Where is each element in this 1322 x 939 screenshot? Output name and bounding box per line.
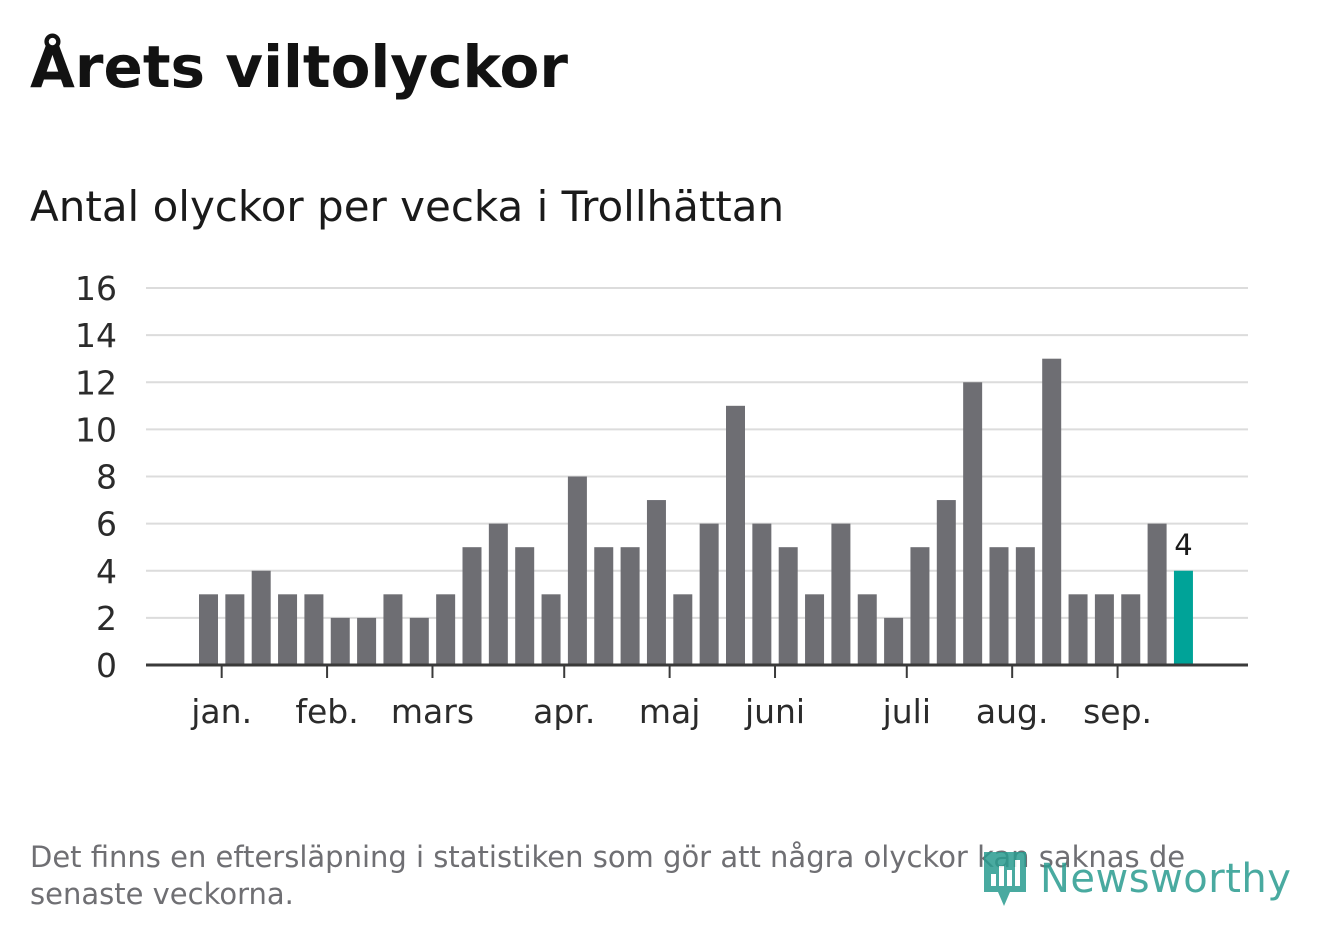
chart-subtitle: Antal olyckor per vecka i Trollhättan [30, 182, 785, 231]
x-axis [146, 663, 1248, 678]
x-tick-label: aug. [976, 692, 1049, 731]
x-tick-label: feb. [295, 692, 358, 731]
brand-name: Newsworthy [1040, 856, 1292, 902]
bar-chart-speech-bubble-icon [984, 852, 1026, 906]
bar [1147, 523, 1167, 665]
bar [199, 594, 218, 665]
y-tick-label: 4 [96, 552, 117, 591]
bar [646, 500, 666, 665]
bar [1015, 547, 1035, 665]
bar [383, 594, 403, 665]
x-tick-label: jan. [190, 692, 252, 731]
y-tick-label: 0 [96, 646, 117, 685]
y-tick-label: 8 [96, 458, 117, 497]
x-tick-label: mars [391, 692, 474, 731]
x-tick-label: sep. [1083, 692, 1152, 731]
bar [910, 547, 930, 665]
y-tick-label: 16 [75, 269, 117, 308]
bar [831, 523, 851, 665]
bar [409, 617, 429, 665]
bar [699, 523, 719, 665]
bar-current-week [1173, 570, 1193, 665]
bar [251, 570, 271, 665]
bar [1121, 594, 1141, 665]
x-tick-label: maj [639, 692, 701, 731]
bar [805, 594, 825, 665]
bar [963, 382, 983, 665]
bar [989, 547, 1009, 665]
y-tick-label: 10 [75, 410, 117, 449]
bar [857, 594, 877, 665]
y-tick-label: 14 [75, 316, 117, 355]
bar [752, 523, 772, 665]
bar [884, 617, 904, 665]
bar [357, 617, 377, 665]
bar [278, 594, 298, 665]
x-tick-label: juni [744, 692, 805, 731]
bar [936, 500, 956, 665]
gridlines [146, 287, 1248, 619]
bar [515, 547, 535, 665]
bar [225, 594, 245, 665]
bar [620, 547, 640, 665]
bar-value-label: 4 [1174, 528, 1192, 562]
bar [1094, 594, 1114, 665]
bar [436, 594, 456, 665]
bar [541, 594, 561, 665]
bar [488, 523, 508, 665]
y-tick-label: 6 [96, 505, 117, 544]
labels: 0 2 4 6 8 10 12 14 16 4 jan. feb. mars apr. maj juni jul… [75, 269, 1193, 731]
bar [330, 617, 350, 665]
x-tick-label: apr. [533, 692, 595, 731]
y-tick-label: 12 [75, 363, 117, 402]
bar [726, 405, 745, 665]
bar [778, 547, 798, 665]
chart-title: Årets viltolyckor [30, 33, 568, 101]
bar [1068, 594, 1088, 665]
bar [462, 547, 482, 665]
bar [673, 594, 693, 665]
bar [304, 594, 324, 665]
bar [1042, 358, 1062, 665]
bar [567, 476, 587, 665]
y-tick-label: 2 [96, 599, 117, 638]
bar [594, 547, 614, 665]
brand-logo: Newsworthy [980, 848, 1291, 910]
x-tick-label: juli [882, 692, 931, 731]
bars [199, 358, 1193, 665]
